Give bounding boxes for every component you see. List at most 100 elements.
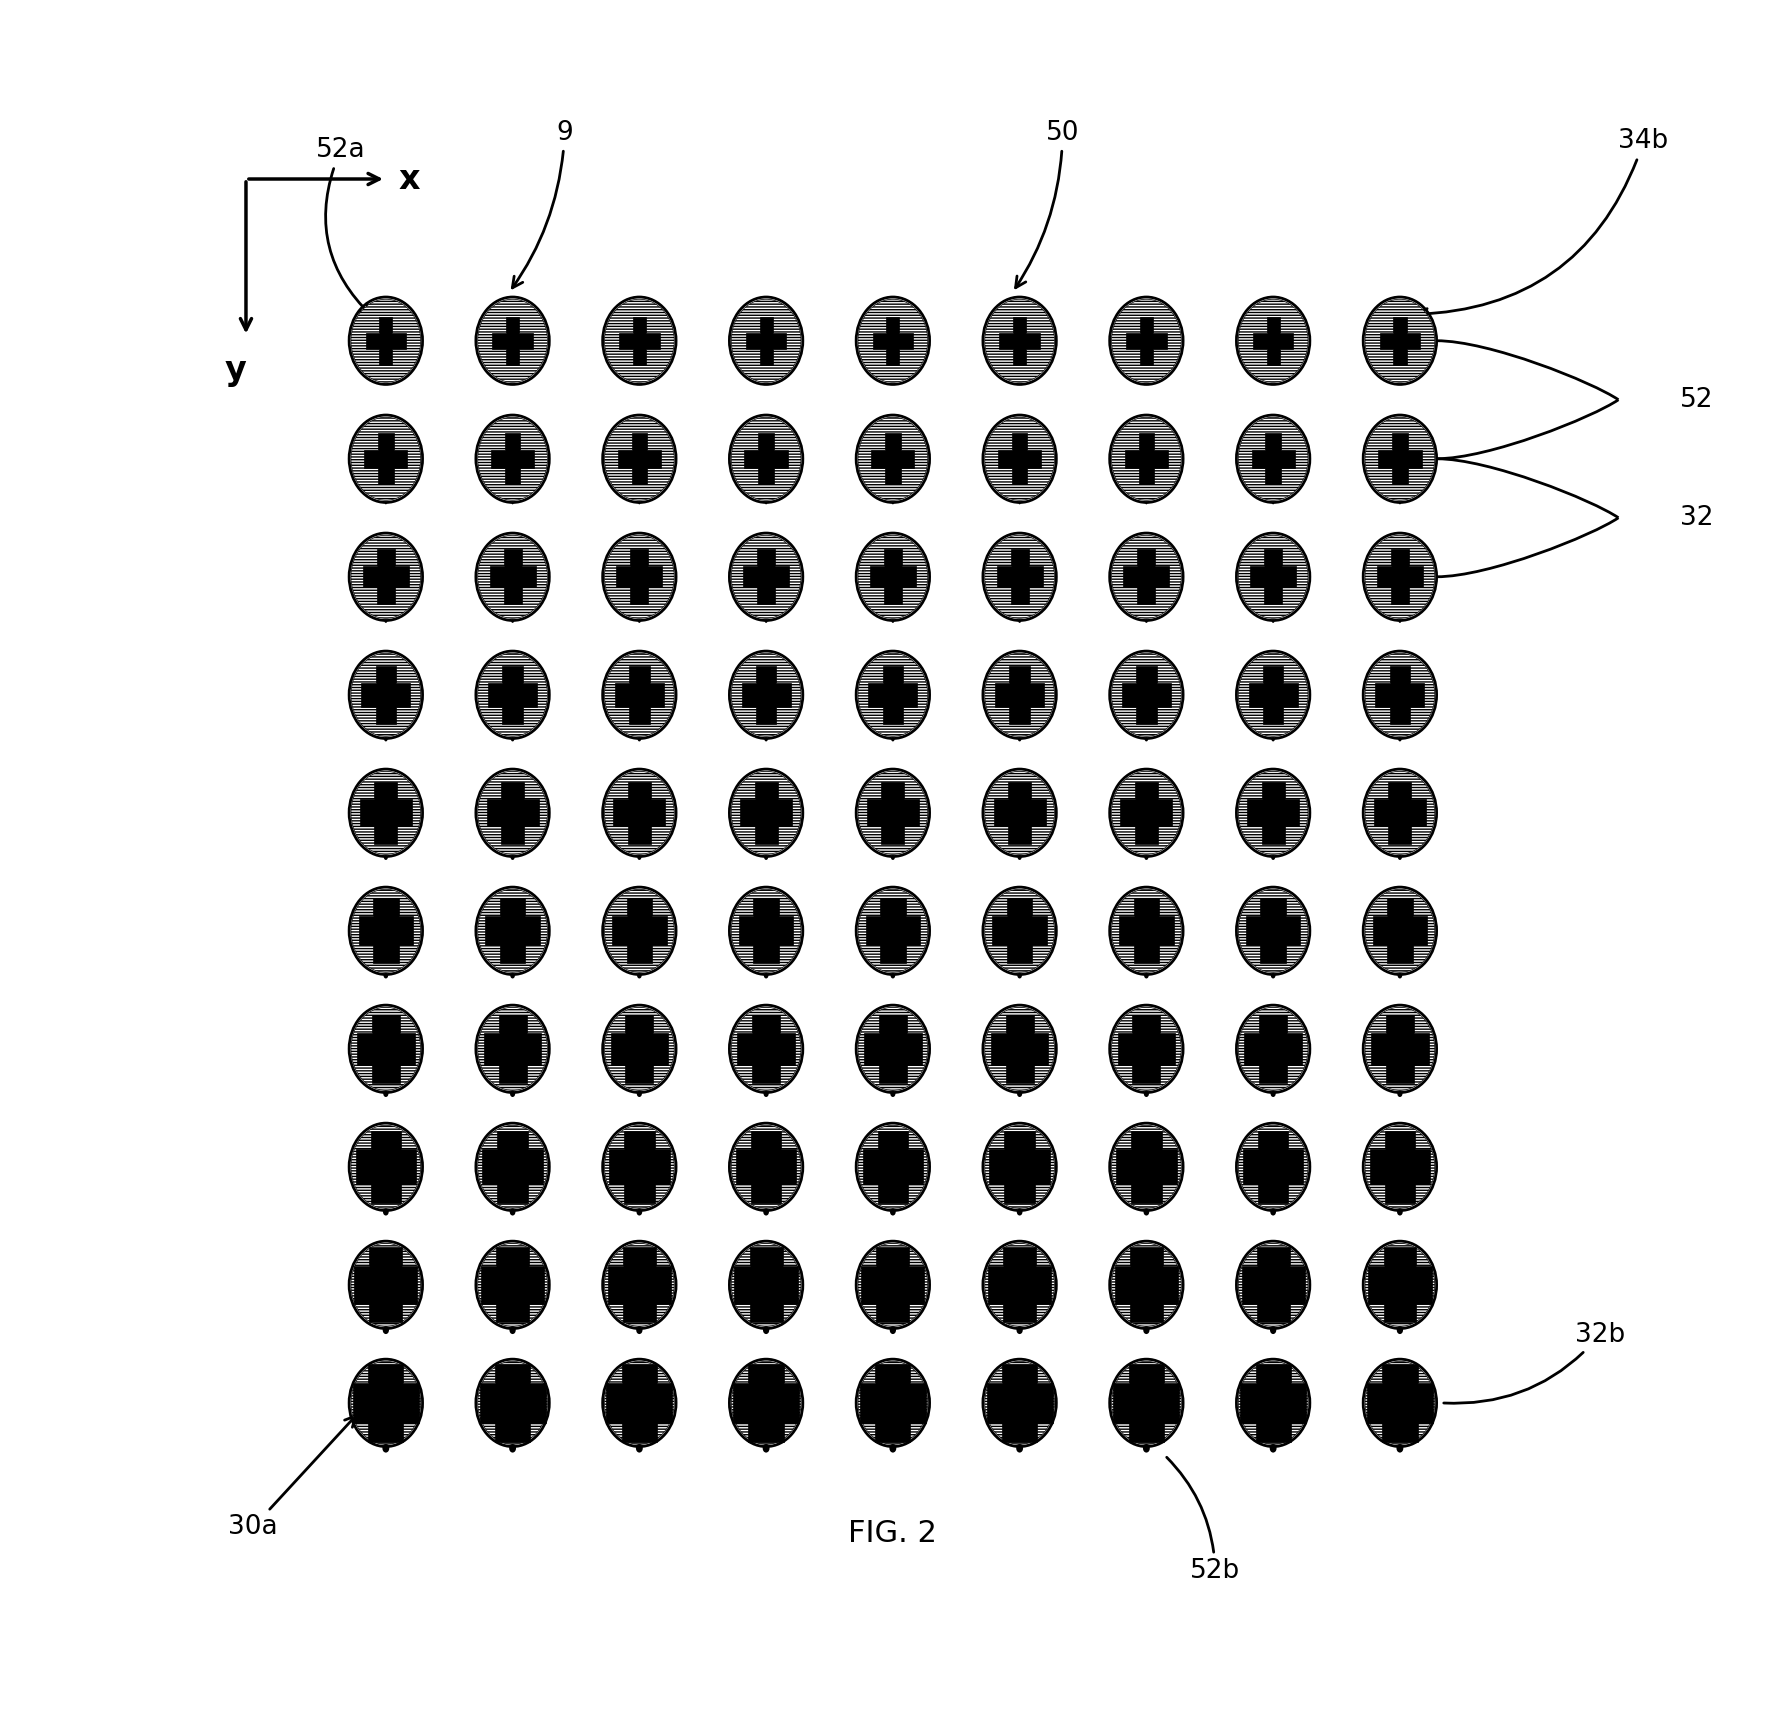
Ellipse shape [382, 1444, 389, 1453]
PathPatch shape [1127, 317, 1166, 365]
Ellipse shape [604, 534, 673, 618]
PathPatch shape [1118, 1014, 1175, 1083]
Ellipse shape [1363, 769, 1436, 856]
Ellipse shape [983, 1242, 1056, 1329]
Ellipse shape [890, 855, 896, 860]
PathPatch shape [615, 666, 665, 725]
PathPatch shape [1251, 433, 1295, 485]
Ellipse shape [1271, 1444, 1276, 1453]
PathPatch shape [873, 317, 913, 365]
Text: 52a: 52a [316, 137, 371, 315]
Ellipse shape [984, 889, 1054, 973]
PathPatch shape [862, 1247, 924, 1322]
PathPatch shape [618, 433, 661, 485]
Ellipse shape [476, 1358, 549, 1446]
Ellipse shape [602, 1358, 675, 1446]
Ellipse shape [890, 1091, 896, 1096]
Ellipse shape [729, 1006, 803, 1093]
Ellipse shape [1363, 651, 1436, 738]
Ellipse shape [1365, 418, 1434, 500]
Ellipse shape [1109, 769, 1183, 856]
Ellipse shape [476, 415, 549, 502]
PathPatch shape [610, 1131, 670, 1203]
Ellipse shape [1144, 973, 1148, 978]
Ellipse shape [1111, 300, 1182, 382]
PathPatch shape [483, 1014, 542, 1083]
PathPatch shape [1367, 1364, 1432, 1442]
Ellipse shape [1239, 889, 1308, 973]
Ellipse shape [984, 1007, 1054, 1091]
Ellipse shape [476, 1124, 549, 1211]
Ellipse shape [983, 296, 1056, 384]
Ellipse shape [1239, 534, 1308, 618]
Ellipse shape [1237, 769, 1310, 856]
Ellipse shape [858, 300, 928, 382]
Ellipse shape [1143, 1444, 1150, 1453]
PathPatch shape [1116, 1131, 1176, 1203]
PathPatch shape [355, 1131, 416, 1203]
Ellipse shape [1365, 534, 1434, 618]
Ellipse shape [858, 1007, 928, 1091]
Ellipse shape [984, 300, 1054, 382]
Ellipse shape [604, 300, 673, 382]
Ellipse shape [476, 533, 549, 620]
PathPatch shape [990, 1131, 1050, 1203]
PathPatch shape [1379, 433, 1422, 485]
Ellipse shape [604, 1244, 673, 1326]
PathPatch shape [359, 898, 414, 963]
PathPatch shape [608, 1247, 672, 1322]
Ellipse shape [352, 1007, 421, 1091]
Ellipse shape [857, 1006, 929, 1093]
Ellipse shape [476, 296, 549, 384]
Ellipse shape [892, 620, 894, 624]
Ellipse shape [510, 1091, 515, 1096]
Ellipse shape [1365, 300, 1434, 382]
Ellipse shape [729, 1124, 803, 1211]
PathPatch shape [992, 898, 1047, 963]
Ellipse shape [729, 533, 803, 620]
Ellipse shape [1365, 1244, 1434, 1326]
PathPatch shape [1114, 1364, 1180, 1442]
Ellipse shape [352, 771, 421, 855]
Ellipse shape [384, 855, 387, 860]
Ellipse shape [638, 502, 640, 504]
Ellipse shape [602, 533, 675, 620]
Ellipse shape [602, 415, 675, 502]
PathPatch shape [1372, 1014, 1429, 1083]
Ellipse shape [476, 1242, 549, 1329]
Ellipse shape [1111, 418, 1182, 500]
Ellipse shape [1109, 533, 1183, 620]
PathPatch shape [860, 1364, 926, 1442]
Ellipse shape [352, 534, 421, 618]
Ellipse shape [510, 1208, 515, 1216]
Ellipse shape [766, 502, 768, 504]
PathPatch shape [480, 1364, 546, 1442]
PathPatch shape [1375, 666, 1425, 725]
PathPatch shape [366, 317, 405, 365]
PathPatch shape [741, 781, 793, 843]
Ellipse shape [1239, 653, 1308, 737]
Ellipse shape [1109, 415, 1183, 502]
PathPatch shape [363, 550, 409, 605]
Ellipse shape [604, 418, 673, 500]
PathPatch shape [997, 550, 1043, 605]
PathPatch shape [986, 1364, 1052, 1442]
PathPatch shape [1121, 781, 1173, 843]
PathPatch shape [1125, 433, 1167, 485]
PathPatch shape [482, 1131, 542, 1203]
Ellipse shape [730, 653, 801, 737]
PathPatch shape [487, 781, 538, 843]
PathPatch shape [354, 1247, 418, 1322]
Ellipse shape [1239, 1362, 1308, 1444]
Ellipse shape [764, 620, 768, 624]
Text: 30a: 30a [229, 1417, 355, 1540]
Ellipse shape [1018, 620, 1022, 624]
Ellipse shape [384, 620, 387, 624]
PathPatch shape [354, 1364, 419, 1442]
Ellipse shape [1398, 973, 1402, 978]
Ellipse shape [384, 973, 387, 978]
Ellipse shape [1272, 737, 1274, 742]
PathPatch shape [489, 666, 537, 725]
PathPatch shape [746, 317, 785, 365]
PathPatch shape [862, 1131, 922, 1203]
